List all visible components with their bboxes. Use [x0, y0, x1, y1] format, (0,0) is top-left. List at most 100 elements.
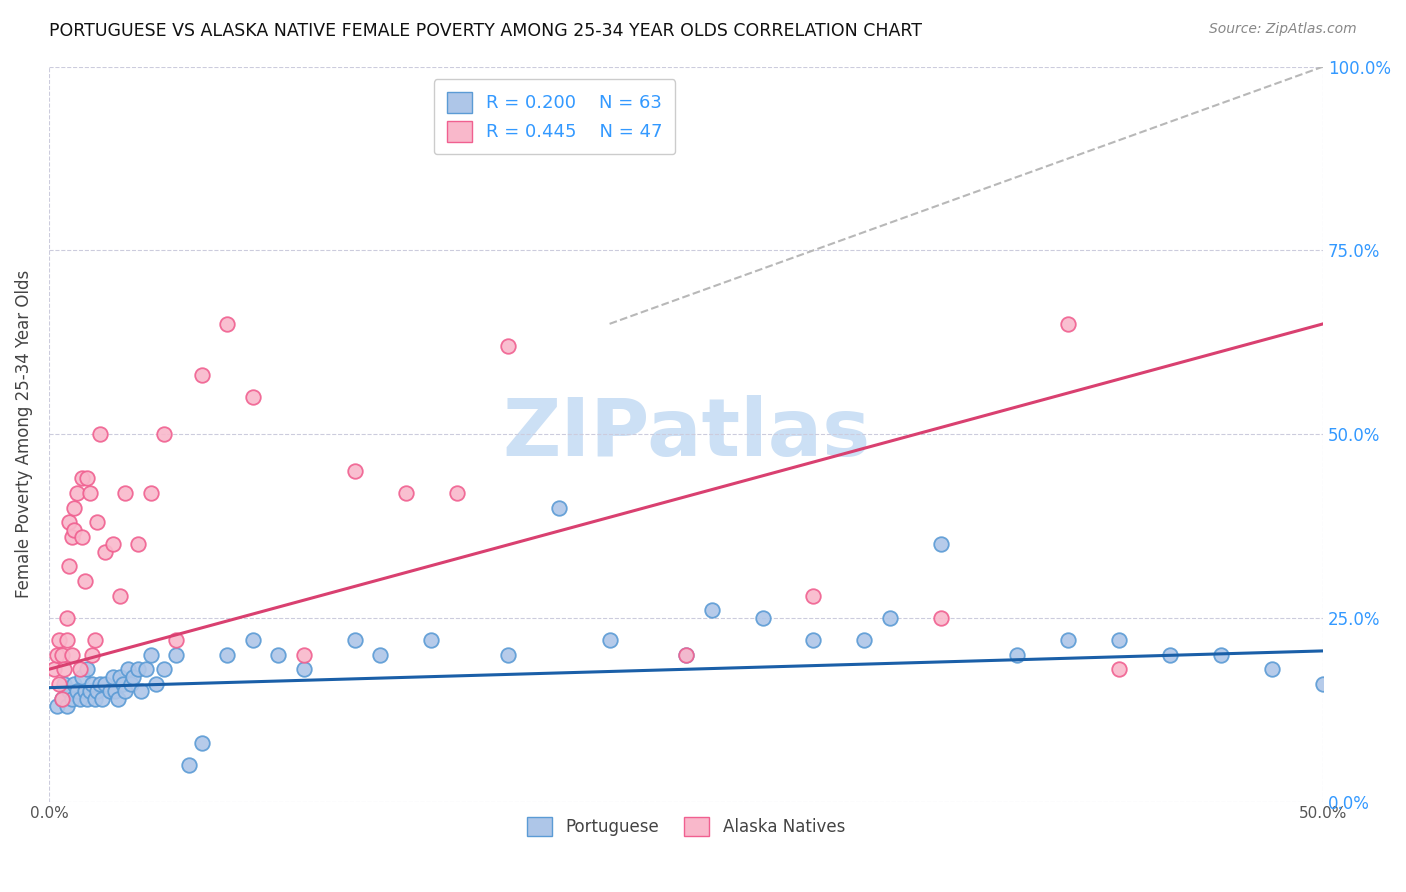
Point [66, 684, 89, 698]
Point [45, 699, 67, 714]
Point [89, 677, 111, 691]
Point [56, 699, 79, 714]
Point [60, 530, 83, 544]
Point [1159, 648, 1181, 662]
Point [58, 684, 80, 698]
Point [83, 632, 105, 647]
Point [60, 691, 83, 706]
Point [83, 691, 105, 706]
Point [86, 684, 108, 698]
Text: ZIPatlas: ZIPatlas [502, 395, 870, 473]
Point [70, 471, 93, 485]
Point [82, 648, 104, 662]
Point [48, 677, 70, 691]
Point [242, 632, 264, 647]
Point [79, 486, 101, 500]
Point [45, 648, 67, 662]
Point [129, 684, 152, 698]
Point [91, 691, 114, 706]
Point [114, 486, 136, 500]
Text: PORTUGUESE VS ALASKA NATIVE FEMALE POVERTY AMONG 25-34 YEAR OLDS CORRELATION CHA: PORTUGUESE VS ALASKA NATIVE FEMALE POVER… [49, 22, 922, 40]
Point [120, 677, 142, 691]
Point [267, 648, 290, 662]
Point [165, 648, 187, 662]
Point [675, 648, 697, 662]
Point [217, 648, 239, 662]
Point [110, 589, 132, 603]
Point [86, 516, 108, 530]
Point [73, 684, 96, 698]
Point [70, 670, 93, 684]
Point [292, 648, 315, 662]
Point [139, 486, 162, 500]
Point [853, 632, 876, 647]
Point [48, 632, 70, 647]
Point [368, 648, 391, 662]
Point [145, 677, 167, 691]
Point [1057, 632, 1080, 647]
Point [395, 486, 418, 500]
Point [70, 530, 93, 544]
Point [751, 611, 773, 625]
Point [420, 632, 443, 647]
Point [1108, 632, 1130, 647]
Point [73, 574, 96, 588]
Point [165, 632, 187, 647]
Point [1211, 648, 1233, 662]
Point [58, 516, 80, 530]
Point [803, 632, 825, 647]
Point [242, 390, 264, 404]
Point [446, 486, 468, 500]
Point [76, 691, 98, 706]
Point [51, 691, 73, 706]
Point [217, 317, 239, 331]
Point [700, 603, 723, 617]
Point [1261, 662, 1284, 676]
Point [1007, 648, 1029, 662]
Point [69, 691, 91, 706]
Legend: Portuguese, Alaska Natives: Portuguese, Alaska Natives [519, 809, 853, 845]
Point [191, 368, 214, 383]
Point [42, 662, 65, 676]
Point [51, 691, 73, 706]
Point [547, 500, 569, 515]
Point [104, 684, 127, 698]
Point [63, 677, 86, 691]
Point [63, 500, 86, 515]
Point [56, 611, 79, 625]
Point [135, 662, 157, 676]
Point [496, 648, 519, 662]
Point [94, 544, 117, 558]
Point [496, 339, 519, 353]
Point [79, 684, 101, 698]
Point [76, 471, 98, 485]
Point [101, 537, 124, 551]
Point [53, 677, 76, 691]
Point [53, 662, 76, 676]
Point [60, 648, 83, 662]
Point [76, 662, 98, 676]
Point [58, 559, 80, 574]
Text: Source: ZipAtlas.com: Source: ZipAtlas.com [1209, 22, 1357, 37]
Point [127, 662, 149, 676]
Point [51, 648, 73, 662]
Point [343, 632, 366, 647]
Point [114, 684, 136, 698]
Point [929, 611, 952, 625]
Point [63, 523, 86, 537]
Point [98, 684, 121, 698]
Point [929, 537, 952, 551]
Point [94, 677, 117, 691]
Point [89, 427, 111, 442]
Point [101, 670, 124, 684]
Point [139, 648, 162, 662]
Point [152, 662, 174, 676]
Point [127, 537, 149, 551]
Point [1312, 677, 1334, 691]
Point [152, 427, 174, 442]
Point [117, 662, 139, 676]
Point [69, 662, 91, 676]
Point [343, 464, 366, 478]
Point [803, 589, 825, 603]
Point [82, 677, 104, 691]
